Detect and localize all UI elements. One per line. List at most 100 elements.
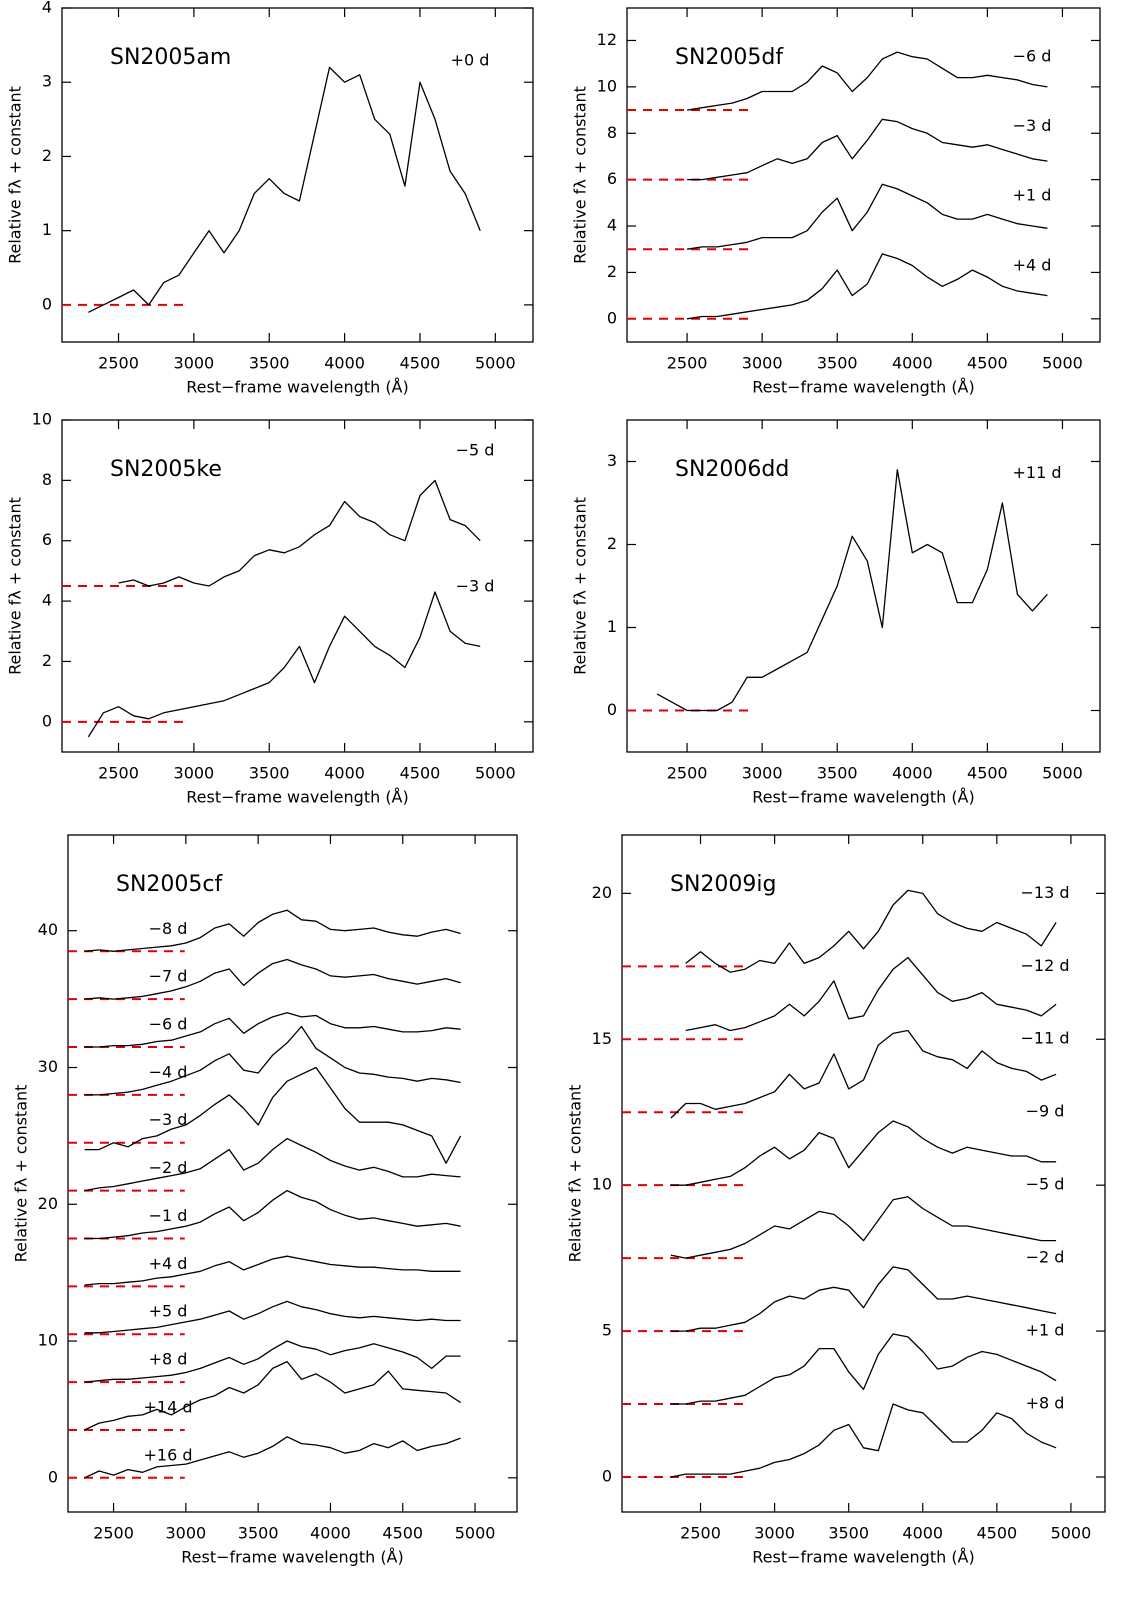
y-tick-label: 10 xyxy=(597,76,617,95)
spectrum xyxy=(118,479,481,587)
x-tick-label: 3500 xyxy=(817,764,858,783)
x-tick-label: 4500 xyxy=(967,764,1008,783)
spectrum xyxy=(687,118,1048,181)
epoch-label: +1 d xyxy=(1013,186,1052,205)
x-tick-label: 3500 xyxy=(249,354,290,373)
epoch-label: −2 d xyxy=(149,1158,188,1177)
y-tick-label: 2 xyxy=(42,651,52,670)
spectrum xyxy=(84,1300,461,1334)
epoch-label: +5 d xyxy=(149,1302,188,1321)
spectrum xyxy=(84,958,461,1000)
epoch-label: −4 d xyxy=(149,1062,188,1081)
epoch-label: −11 d xyxy=(1020,1029,1069,1048)
spectrum xyxy=(686,51,1048,111)
y-axis-label: Relative fλ + constant xyxy=(566,1085,585,1263)
epoch-label: −3 d xyxy=(1013,116,1052,135)
y-tick-label: 0 xyxy=(42,294,52,313)
panel-title: SN2005ke xyxy=(110,457,222,482)
y-tick-label: 4 xyxy=(42,0,52,17)
epoch-label: −3 d xyxy=(149,1110,188,1129)
epoch-label: +16 d xyxy=(143,1445,192,1464)
spectrum xyxy=(88,66,481,313)
y-tick-label: 8 xyxy=(607,123,617,142)
y-tick-label: 0 xyxy=(42,711,52,730)
x-tick-label: 2500 xyxy=(93,1524,134,1543)
panel: 2500 3000 3500 4000 4500 5000 0 10 20 30 40 Rest−fr… xyxy=(12,834,518,1567)
x-tick-label: 3500 xyxy=(817,354,858,373)
y-tick-label: 2 xyxy=(607,534,617,553)
x-tick-label: 3500 xyxy=(238,1524,279,1543)
spectrum xyxy=(670,1266,1057,1332)
spectrum xyxy=(84,1012,461,1048)
y-tick-label: 1 xyxy=(607,617,617,636)
spectrum xyxy=(670,1333,1057,1405)
spectrum xyxy=(687,253,1048,320)
x-tick-label: 4000 xyxy=(324,354,365,373)
spectrum xyxy=(670,1029,1057,1119)
x-axis-label: Rest−frame wavelength (Å) xyxy=(181,1548,404,1567)
panel: 2500 3000 3500 4000 4500 5000 0 1 2 3 Rest−frame w… xyxy=(571,419,1101,807)
y-tick-label: 0 xyxy=(607,308,617,327)
x-axis-label: Rest−frame wavelength (Å) xyxy=(752,788,975,807)
x-tick-label: 3500 xyxy=(249,764,290,783)
spectrum xyxy=(87,591,481,738)
x-tick-label: 3500 xyxy=(828,1524,869,1543)
panel: 2500 3000 3500 4000 4500 5000 0 1 2 3 4 Rest−frame … xyxy=(6,0,534,397)
y-tick-label: 8 xyxy=(42,470,52,489)
y-tick-label: 3 xyxy=(42,72,52,91)
spectrum xyxy=(84,909,461,952)
epoch-label: +4 d xyxy=(1013,255,1052,274)
epoch-label: +8 d xyxy=(149,1350,188,1369)
spectrum xyxy=(84,1137,461,1192)
x-tick-label: 4000 xyxy=(892,764,933,783)
x-axis-label: Rest−frame wavelength (Å) xyxy=(186,378,409,397)
x-tick-label: 3000 xyxy=(165,1524,206,1543)
x-tick-label: 4500 xyxy=(400,354,441,373)
x-tick-label: 2500 xyxy=(98,764,139,783)
spectrum xyxy=(670,1196,1057,1259)
plot-frame xyxy=(626,419,1101,753)
x-tick-label: 4000 xyxy=(324,764,365,783)
plot-frame xyxy=(61,7,534,343)
epoch-label: +11 d xyxy=(1012,463,1061,482)
y-axis-label: Relative fλ + constant xyxy=(6,86,25,264)
x-tick-label: 4500 xyxy=(976,1524,1017,1543)
spectrum xyxy=(84,1025,461,1096)
epoch-label: +4 d xyxy=(149,1254,188,1273)
y-tick-label: 10 xyxy=(32,410,52,429)
plot-frame xyxy=(67,834,518,1513)
y-tick-label: 10 xyxy=(592,1175,612,1194)
panel: 2500 3000 3500 4000 4500 5000 0 2 4 6 8 10 Rest−fram… xyxy=(6,410,534,807)
x-tick-label: 2500 xyxy=(667,354,708,373)
spectrum xyxy=(84,1360,461,1431)
epoch-label: −7 d xyxy=(149,967,188,986)
y-tick-label: 2 xyxy=(42,146,52,165)
epoch-label: −6 d xyxy=(149,1014,188,1033)
y-tick-label: 30 xyxy=(38,1057,58,1076)
y-tick-label: 3 xyxy=(607,451,617,470)
y-axis-label: Relative fλ + constant xyxy=(6,497,25,675)
y-tick-label: 0 xyxy=(602,1466,612,1485)
x-tick-label: 5000 xyxy=(455,1524,496,1543)
x-tick-label: 5000 xyxy=(475,354,516,373)
epoch-label: +0 d xyxy=(451,50,490,69)
spectrum xyxy=(84,1066,462,1164)
epoch-label: −3 d xyxy=(456,576,495,595)
epoch-label: −6 d xyxy=(1013,47,1052,66)
x-axis-label: Rest−frame wavelength (Å) xyxy=(186,788,409,807)
spectrum xyxy=(687,183,1048,250)
y-tick-label: 6 xyxy=(607,169,617,188)
panel-title: SN2009ig xyxy=(670,872,777,897)
spectrum xyxy=(84,1189,461,1240)
panel: 2500 3000 3500 4000 4500 5000 0 2 4 6 8 10 12 Rest−fr… xyxy=(571,7,1101,397)
y-tick-label: 15 xyxy=(592,1029,612,1048)
x-tick-label: 3000 xyxy=(174,764,215,783)
spectrum xyxy=(670,1403,1057,1478)
y-tick-label: 10 xyxy=(38,1331,58,1350)
y-tick-label: 40 xyxy=(38,920,58,939)
x-tick-label: 2500 xyxy=(98,354,139,373)
spectrum xyxy=(685,956,1057,1032)
x-axis-label: Rest−frame wavelength (Å) xyxy=(752,1548,975,1567)
epoch-label: −5 d xyxy=(1026,1175,1065,1194)
